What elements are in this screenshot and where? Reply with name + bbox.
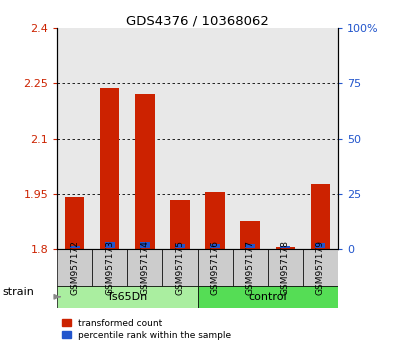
- Bar: [92, 28, 127, 249]
- Bar: [127, 28, 162, 249]
- Bar: [280, 246, 290, 248]
- Text: GSM957179: GSM957179: [316, 240, 325, 295]
- Bar: [198, 28, 233, 249]
- Bar: [198, 249, 233, 286]
- Bar: [315, 243, 325, 248]
- Text: GSM957177: GSM957177: [246, 240, 255, 295]
- Bar: [57, 249, 92, 286]
- Bar: [57, 28, 92, 249]
- Bar: [65, 197, 85, 249]
- Bar: [275, 247, 295, 249]
- Bar: [210, 244, 220, 248]
- Bar: [267, 249, 303, 286]
- Text: GSM957173: GSM957173: [105, 240, 115, 295]
- Bar: [303, 28, 338, 249]
- Text: Ts65Dn: Ts65Dn: [107, 292, 147, 302]
- Bar: [233, 28, 267, 249]
- Text: GSM957178: GSM957178: [280, 240, 290, 295]
- Bar: [92, 249, 127, 286]
- Bar: [140, 242, 150, 248]
- Bar: [162, 28, 198, 249]
- Bar: [233, 249, 267, 286]
- Bar: [175, 245, 185, 248]
- Legend: transformed count, percentile rank within the sample: transformed count, percentile rank withi…: [62, 319, 231, 339]
- Bar: [198, 286, 338, 308]
- Bar: [245, 244, 255, 248]
- Bar: [135, 95, 154, 249]
- Bar: [100, 88, 120, 249]
- Bar: [127, 249, 162, 286]
- Bar: [57, 286, 198, 308]
- Bar: [205, 192, 225, 249]
- Bar: [170, 200, 190, 249]
- Bar: [105, 242, 115, 248]
- Title: GDS4376 / 10368062: GDS4376 / 10368062: [126, 14, 269, 27]
- Bar: [162, 249, 198, 286]
- Bar: [267, 28, 303, 249]
- Text: GSM957175: GSM957175: [175, 240, 184, 295]
- Text: GSM957174: GSM957174: [140, 240, 149, 295]
- Bar: [241, 221, 260, 249]
- Bar: [303, 249, 338, 286]
- Text: strain: strain: [2, 287, 34, 297]
- Text: GSM957176: GSM957176: [211, 240, 220, 295]
- Text: GSM957172: GSM957172: [70, 240, 79, 295]
- Bar: [70, 246, 80, 248]
- Bar: [310, 184, 330, 249]
- Text: control: control: [248, 292, 287, 302]
